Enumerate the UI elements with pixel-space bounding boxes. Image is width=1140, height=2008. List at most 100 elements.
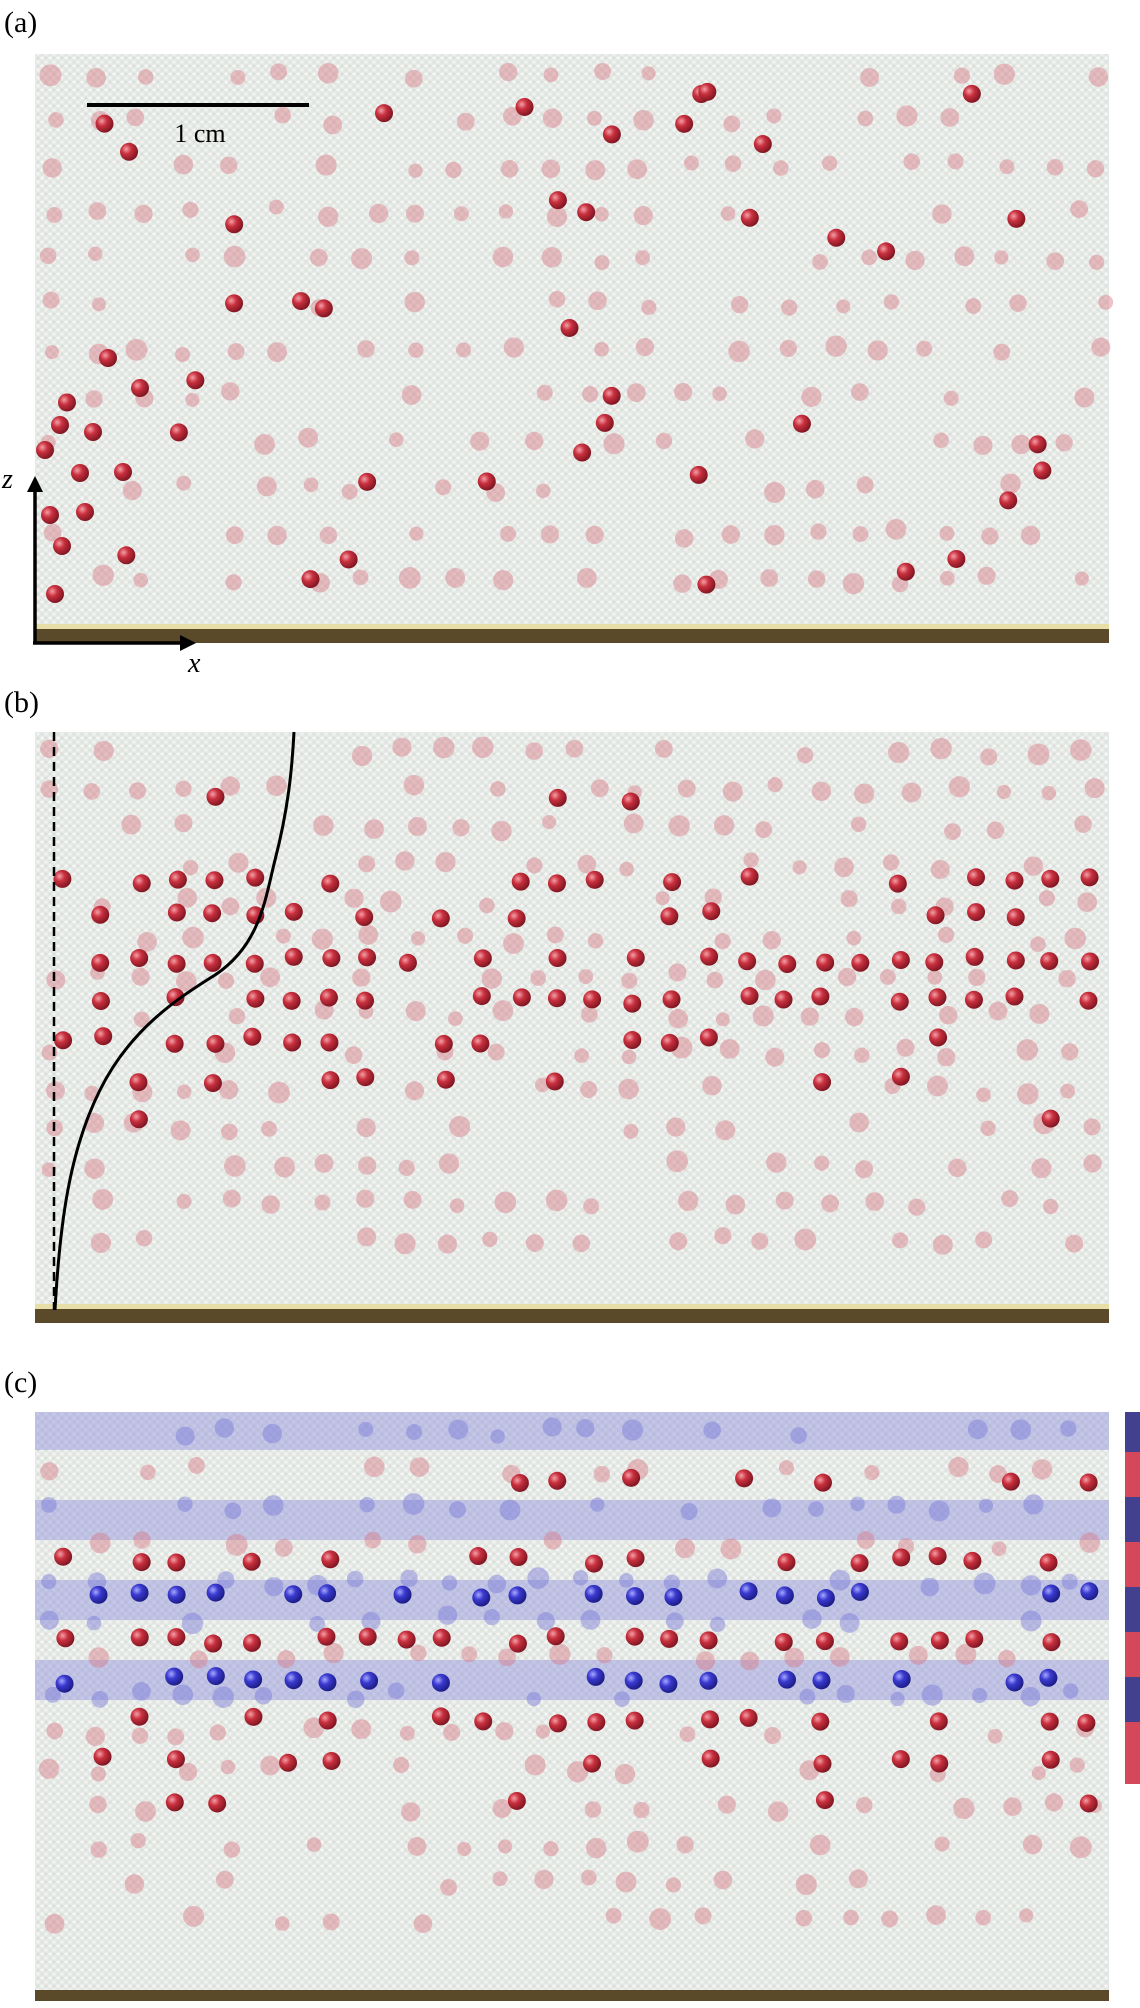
tracer-cluster	[188, 1457, 205, 1474]
bead	[739, 1708, 758, 1727]
bead	[584, 1584, 603, 1603]
tracer-cluster	[927, 1075, 948, 1097]
tracer-cluster	[183, 1905, 205, 1927]
tracer-cluster	[676, 1836, 694, 1854]
tracer-cluster	[542, 815, 557, 830]
tracer-cluster	[762, 1498, 782, 1518]
tracer-cluster	[882, 854, 900, 871]
bead	[472, 987, 491, 1006]
bead	[243, 1027, 262, 1046]
tracer-cluster	[130, 1832, 146, 1849]
tracer-cluster	[223, 1841, 241, 1858]
bead	[397, 1630, 416, 1649]
bead	[130, 1707, 149, 1726]
tracer-cluster	[855, 1160, 874, 1179]
tracer-cluster	[623, 1123, 639, 1139]
tracer-cluster	[357, 1227, 377, 1247]
tracer-cluster	[843, 1909, 859, 1926]
bead	[738, 952, 757, 971]
bead	[204, 1634, 223, 1653]
tracer-cluster	[432, 736, 455, 759]
tracer-cluster	[209, 1724, 226, 1741]
bead	[585, 870, 604, 889]
tracer-cluster	[854, 783, 875, 804]
bead	[358, 472, 377, 491]
bead	[244, 1707, 263, 1726]
tracer-cluster	[133, 572, 149, 588]
bead	[292, 292, 311, 311]
tracer-cluster	[1070, 200, 1089, 219]
photo-floor	[35, 1308, 1109, 1323]
tracer-cluster	[525, 431, 544, 451]
bead	[891, 951, 910, 970]
bead	[169, 423, 188, 442]
tracer-cluster	[87, 1572, 107, 1591]
tracer-cluster	[303, 477, 319, 493]
bead	[319, 988, 338, 1007]
bead	[360, 1671, 379, 1690]
beads	[36, 62, 1114, 1934]
tracer-cluster	[695, 1651, 716, 1671]
tracer-cluster	[91, 297, 107, 312]
tracer-cluster	[934, 1836, 950, 1852]
tracer-cluster	[543, 67, 559, 83]
scale-bar-label: 1 cm	[174, 119, 225, 148]
tracer-cluster	[1023, 1494, 1044, 1515]
tracer-cluster	[398, 1159, 415, 1176]
tracer-cluster	[781, 299, 798, 316]
tracer-cluster	[888, 741, 910, 764]
tracer-cluster	[713, 1870, 733, 1890]
tracer-cluster	[675, 1538, 695, 1559]
bead	[54, 1547, 73, 1566]
tracer-cluster	[723, 115, 741, 133]
tracer-cluster	[214, 1418, 235, 1438]
bead	[815, 1791, 834, 1810]
tracer-cluster	[937, 926, 955, 944]
tracer-cluster	[743, 852, 759, 868]
tracer-cluster	[566, 1761, 589, 1783]
tracer-cluster	[267, 342, 287, 362]
bead	[54, 1031, 73, 1050]
tracer-cluster	[406, 1423, 423, 1440]
tracer-cluster	[270, 63, 288, 81]
tracer-cluster	[536, 1612, 556, 1631]
tracer-cluster	[1046, 158, 1064, 176]
tracer-cluster	[764, 1726, 782, 1744]
tracer-cluster	[491, 820, 512, 842]
color-stripe	[1125, 1587, 1140, 1632]
panel-label: (a)	[4, 6, 37, 39]
tracer-cluster	[932, 1234, 953, 1255]
bead	[511, 872, 530, 891]
bead	[701, 1710, 720, 1729]
tracer-cluster	[88, 246, 103, 261]
tracer-cluster	[590, 779, 609, 798]
tracer-cluster	[1055, 434, 1073, 452]
bead	[91, 992, 110, 1011]
blue-band	[35, 1500, 1109, 1540]
tracer-cluster	[764, 524, 785, 546]
tracer-cluster	[1016, 1039, 1039, 1061]
bead	[548, 949, 567, 968]
bead	[284, 1585, 303, 1604]
tracer-cluster	[714, 932, 731, 950]
bead	[508, 1634, 527, 1653]
tracer-cluster	[41, 1573, 57, 1590]
tracer-cluster	[1044, 1793, 1064, 1812]
tracer-cluster	[1069, 1757, 1085, 1773]
tracer-cluster	[228, 852, 249, 873]
tracer-cluster	[358, 1156, 377, 1175]
bead	[774, 990, 793, 1009]
tracer-cluster	[928, 1500, 950, 1522]
bead	[851, 953, 870, 972]
tracer-cluster	[494, 1191, 517, 1214]
photo-floor	[35, 628, 1109, 643]
bead	[1033, 461, 1052, 480]
tracer-cluster	[810, 523, 827, 540]
tracer-cluster	[704, 888, 722, 906]
photo-panel	[35, 54, 1109, 643]
bead	[41, 506, 59, 524]
tracer-cluster	[896, 105, 918, 127]
bead	[850, 1582, 869, 1601]
tracer-cluster	[834, 857, 854, 878]
tracer-cluster	[678, 1190, 699, 1212]
